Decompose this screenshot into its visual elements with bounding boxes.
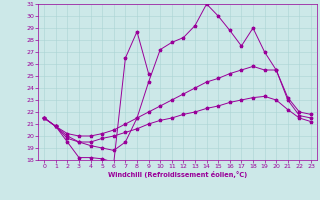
X-axis label: Windchill (Refroidissement éolien,°C): Windchill (Refroidissement éolien,°C) bbox=[108, 171, 247, 178]
